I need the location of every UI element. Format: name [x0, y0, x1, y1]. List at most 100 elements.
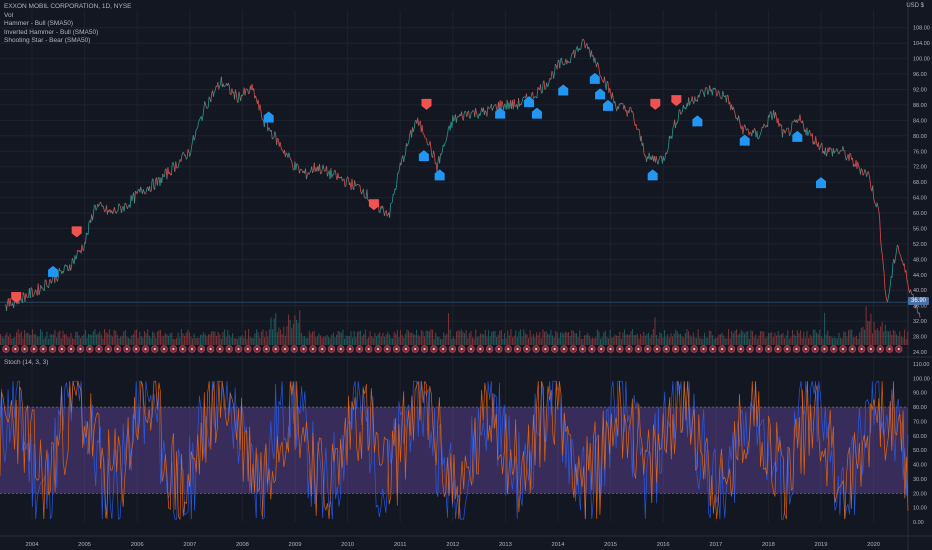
price-segment — [408, 133, 411, 141]
price-segment — [462, 113, 465, 121]
price-segment — [583, 41, 586, 49]
price-segment — [100, 201, 102, 204]
price-segment — [872, 185, 874, 198]
price-segment — [614, 101, 617, 108]
hammer-marker[interactable] — [589, 72, 600, 84]
volume-bar — [65, 334, 67, 345]
price-segment — [861, 170, 864, 176]
volume-bar — [70, 332, 72, 345]
indicator-hammer[interactable]: Hammer - Bull (SMA50) — [4, 20, 73, 27]
marker-shape — [418, 150, 429, 162]
price-segment — [767, 115, 769, 127]
price-tick-label: 32.00 — [913, 319, 927, 325]
hammer-marker[interactable] — [816, 177, 826, 189]
price-segment — [581, 39, 583, 44]
hammer-marker[interactable] — [418, 150, 429, 162]
shooting-star-marker[interactable] — [368, 199, 379, 211]
price-segment — [655, 156, 658, 162]
price-segment — [789, 133, 791, 136]
volume-bar — [254, 333, 256, 345]
dividend-marker-dot — [693, 347, 696, 351]
price-axis[interactable]: 108.00 104.00 100.00 96.00 92.00 88.00 84.00 80… — [913, 26, 930, 356]
price-segment — [421, 125, 424, 134]
hammer-marker[interactable] — [531, 107, 542, 119]
pattern-markers[interactable] — [11, 72, 826, 303]
price-segment — [747, 129, 750, 136]
price-segment — [659, 155, 661, 158]
price-segment — [94, 204, 97, 211]
stoch-axis[interactable]: 110.00 100.00 90.00 80.00 70.00 60.00 50.00 40.… — [913, 362, 930, 526]
volume-bar — [796, 330, 798, 345]
price-segment — [189, 153, 192, 157]
event-markers[interactable] — [2, 345, 903, 353]
price-series[interactable] — [5, 38, 921, 318]
volume-bar — [217, 331, 219, 345]
hammer-marker[interactable] — [495, 107, 506, 119]
hammer-marker[interactable] — [263, 111, 274, 123]
volume-bar — [28, 334, 30, 345]
hammer-marker[interactable] — [602, 99, 613, 111]
volume-bar — [569, 335, 571, 345]
price-segment — [597, 64, 600, 71]
price-tick-label: 44.00 — [913, 273, 927, 279]
volume-bar — [449, 329, 451, 345]
price-segment — [42, 287, 44, 290]
volume-bar — [131, 335, 133, 345]
price-segment — [619, 102, 622, 105]
dividend-marker-dot — [711, 347, 714, 351]
indicator-shooting-star[interactable]: Shooting Star - Bear (SMA50) — [4, 37, 91, 44]
shooting-star-marker[interactable] — [650, 98, 661, 110]
hammer-marker[interactable] — [739, 134, 750, 146]
volume-bar — [883, 331, 885, 345]
price-segment — [733, 110, 736, 114]
volume-bar — [427, 330, 429, 345]
volume-bar — [848, 330, 850, 345]
hammer-marker[interactable] — [524, 96, 535, 108]
volume-bar — [32, 329, 34, 345]
volume-bar — [374, 332, 376, 345]
shooting-star-marker[interactable] — [671, 95, 682, 107]
volume-bar — [30, 334, 32, 345]
volume-bar — [459, 330, 461, 345]
volume-bar — [220, 338, 222, 345]
price-segment — [809, 130, 811, 135]
volume-bar — [19, 333, 21, 345]
price-segment — [546, 82, 548, 87]
shooting-star-marker[interactable] — [421, 98, 432, 110]
hammer-marker[interactable] — [434, 169, 445, 181]
indicator-inverted-hammer[interactable]: Inverted Hammer - Bull (SMA50) — [4, 28, 99, 36]
currency-label[interactable]: USD $ — [906, 3, 924, 9]
volume-bar — [209, 334, 211, 345]
price-segment — [682, 104, 685, 109]
hammer-marker[interactable] — [48, 265, 59, 277]
stoch-panel[interactable] — [0, 380, 909, 521]
price-segment — [760, 130, 762, 135]
volume-bar — [739, 333, 741, 345]
volume-bar — [398, 337, 400, 345]
hammer-marker[interactable] — [792, 130, 803, 142]
volume-bar — [760, 331, 762, 345]
price-segment — [550, 71, 553, 80]
price-tick-label: 36.00 — [913, 304, 927, 310]
shooting-star-marker[interactable] — [71, 226, 82, 238]
price-segment — [500, 100, 503, 110]
indicator-volume[interactable]: Vol — [4, 11, 14, 19]
price-segment — [883, 273, 886, 290]
shooting-star-marker[interactable] — [11, 291, 22, 303]
price-segment — [632, 114, 635, 122]
volume-bar — [558, 337, 560, 345]
price-segment — [76, 250, 78, 257]
price-segment — [121, 208, 123, 213]
hammer-marker[interactable] — [595, 88, 606, 100]
price-segment — [312, 170, 314, 174]
volume-bar — [819, 329, 821, 345]
stoch-title[interactable]: Stoch (14, 3, 3) — [4, 359, 49, 366]
hammer-marker[interactable] — [647, 169, 658, 181]
time-axis[interactable]: 2004 2005 2006 2007 2008 2009 2010 2011 2012 2013… — [26, 542, 881, 548]
volume-bar — [556, 332, 558, 345]
hammer-marker[interactable] — [558, 84, 569, 96]
volume-bar — [25, 332, 27, 345]
hammer-marker[interactable] — [692, 115, 703, 127]
price-segment — [295, 163, 298, 171]
